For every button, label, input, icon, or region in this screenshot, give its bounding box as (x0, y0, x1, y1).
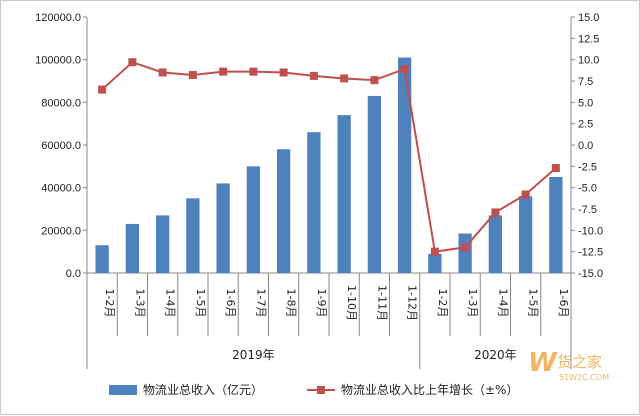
year-group-label: 2019年 (232, 348, 275, 362)
revenue-bar (337, 115, 351, 273)
revenue-bar (428, 253, 442, 273)
legend-swatch-revenue (109, 385, 137, 395)
growth-point (491, 208, 500, 217)
right-tick-label: 12.5 (578, 33, 599, 45)
growth-point (279, 68, 288, 77)
revenue-bar (458, 233, 472, 273)
right-tick-label: -2.5 (578, 161, 597, 173)
legend-swatch-growth-marker (317, 386, 325, 394)
category-label: 1-4月 (496, 289, 509, 318)
category-label: 1-2月 (436, 289, 449, 318)
category-label: 1-10月 (345, 285, 358, 321)
left-tick-label: 100000.0 (35, 55, 81, 67)
revenue-bar (276, 149, 291, 273)
growth-point (249, 67, 258, 76)
right-tick-label: -10.0 (578, 225, 603, 237)
growth-point (98, 85, 107, 94)
category-label: 1-8月 (285, 289, 298, 318)
left-tick-label: 60000.0 (41, 140, 81, 152)
right-tick-label: -7.5 (578, 204, 597, 216)
category-label: 1-9月 (315, 289, 328, 318)
revenue-bar (367, 95, 382, 273)
left-tick-label: 0.0 (66, 268, 81, 280)
category-label: 1-5月 (194, 289, 207, 318)
revenue-bar (549, 177, 563, 273)
growth-point (400, 65, 409, 74)
growth-point (521, 190, 530, 199)
growth-point (340, 74, 349, 83)
growth-point (188, 71, 197, 80)
growth-point (430, 247, 439, 256)
growth-point (219, 67, 228, 76)
revenue-bar (488, 215, 503, 273)
year-group-label: 2020年 (474, 348, 517, 362)
right-tick-label: 7.5 (578, 76, 593, 88)
right-tick-label: 15.0 (578, 12, 599, 24)
right-tick-label: 0.0 (578, 140, 593, 152)
growth-line (101, 61, 557, 253)
watermark-url: 51W2C.COM (559, 373, 609, 382)
growth-point (551, 164, 560, 173)
left-tick-label: 120000.0 (35, 12, 81, 24)
right-tick-label: -5.0 (578, 183, 597, 195)
right-tick-label: -15.0 (578, 268, 603, 280)
left-tick-label: 40000.0 (41, 183, 81, 195)
revenue-bar (397, 57, 412, 274)
category-label: 1-4月 (164, 289, 177, 318)
growth-point (309, 71, 318, 80)
category-label: 1-3月 (466, 289, 479, 318)
revenue-bar (186, 198, 200, 273)
right-tick-label: 5.0 (578, 97, 593, 109)
category-label: 1-6月 (557, 289, 570, 318)
revenue-bar (307, 132, 321, 273)
category-label: 1-2月 (103, 289, 116, 318)
growth-point (461, 243, 470, 252)
category-label: 1-7月 (254, 289, 267, 318)
left-tick-label: 80000.0 (41, 97, 81, 109)
category-label: 1-11月 (375, 285, 388, 321)
watermark-logo-icon: W (528, 348, 558, 378)
left-tick-label: 20000.0 (41, 225, 81, 237)
legend-label-growth: 物流业总收入比上年增长（±%） (341, 383, 518, 397)
revenue-bar (95, 245, 109, 273)
legend-label-revenue: 物流业总收入（亿元） (143, 382, 263, 397)
growth-point (158, 68, 167, 77)
revenue-bar (216, 183, 230, 273)
category-label: 1-12月 (406, 285, 419, 321)
revenue-bar (155, 215, 170, 273)
watermark-name: 货之家 (557, 353, 602, 371)
revenue-bar (125, 223, 140, 273)
right-tick-label: -12.5 (578, 247, 603, 259)
category-label: 1-5月 (527, 289, 540, 318)
right-tick-label: 2.5 (578, 119, 593, 131)
right-tick-label: 10.0 (578, 55, 599, 67)
growth-point (370, 76, 379, 85)
revenue-bar (518, 196, 533, 273)
growth-point (128, 58, 137, 67)
category-label: 1-6月 (224, 289, 237, 318)
revenue-bar (246, 166, 261, 273)
category-label: 1-3月 (133, 289, 146, 318)
